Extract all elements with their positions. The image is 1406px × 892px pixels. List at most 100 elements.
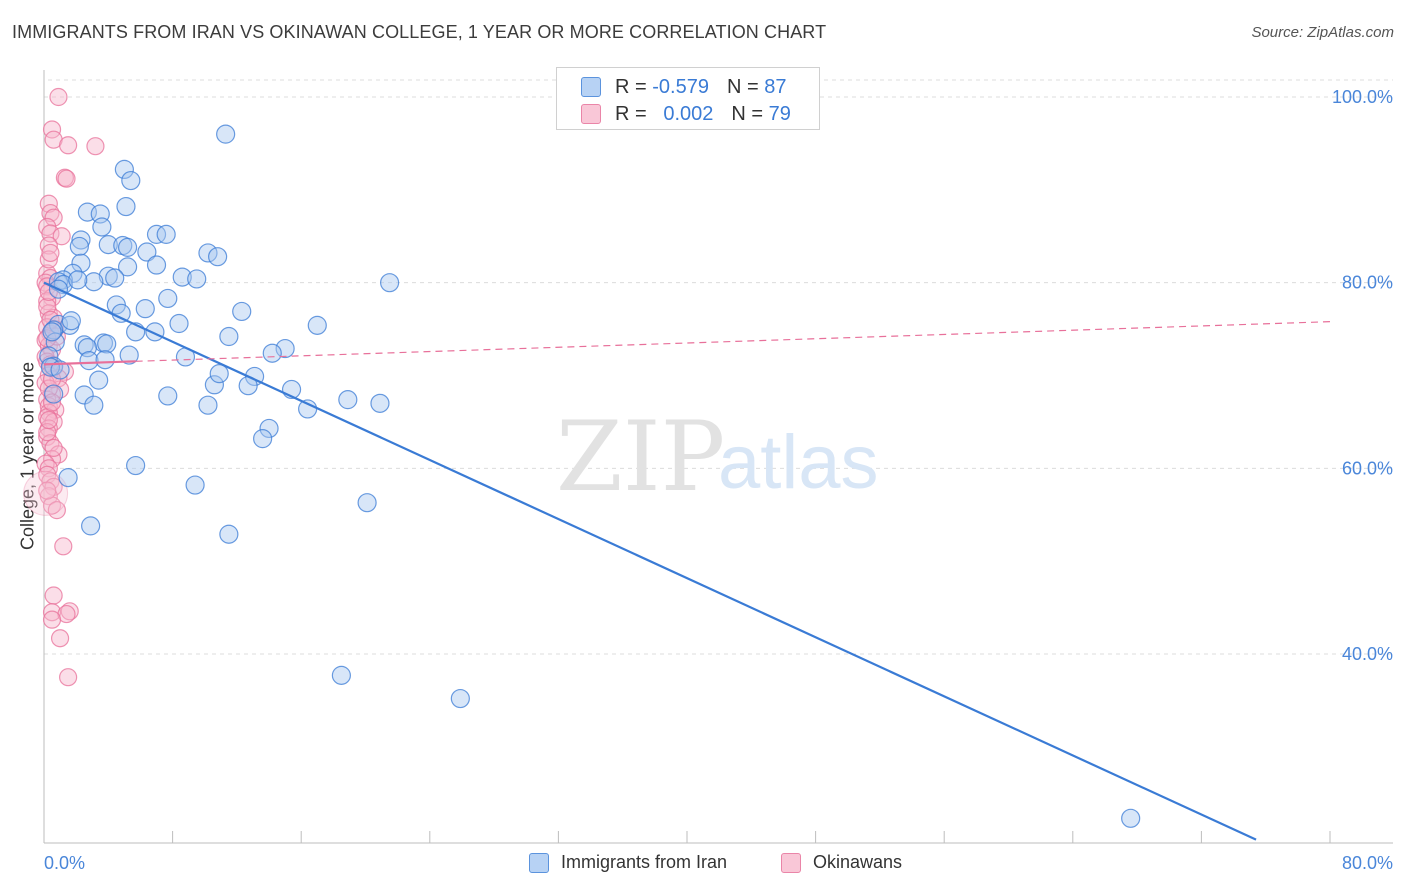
pink-swatch xyxy=(781,852,801,873)
source-credit: Source: ZipAtlas.com xyxy=(1251,24,1394,41)
data-point xyxy=(71,230,91,250)
data-point xyxy=(219,326,239,347)
data-point xyxy=(69,236,89,257)
data-point xyxy=(58,468,78,488)
legend-item-iran[interactable]: Immigrants from Iran xyxy=(529,852,727,873)
data-point xyxy=(126,455,146,476)
data-point xyxy=(97,334,117,354)
legend-item-label: Okinawans xyxy=(813,852,903,872)
blue-swatch xyxy=(581,77,601,97)
data-point xyxy=(59,668,78,687)
trend-line-iran xyxy=(43,281,1257,841)
watermark: ZIP atlas xyxy=(556,401,879,513)
data-point xyxy=(50,360,70,380)
data-point xyxy=(158,288,178,309)
data-point xyxy=(198,243,218,263)
legend-n-value: 79 xyxy=(768,102,791,125)
data-point xyxy=(262,343,282,363)
data-point xyxy=(209,364,229,384)
data-point xyxy=(39,236,58,255)
data-point xyxy=(74,385,94,405)
legend-item-okinawans[interactable]: Okinawans xyxy=(781,852,902,873)
data-point xyxy=(338,390,358,410)
data-point xyxy=(54,537,73,556)
x-tick-label: 80.0% xyxy=(1342,853,1393,873)
data-point xyxy=(49,87,68,107)
data-point xyxy=(38,481,57,500)
tick-labels: 100.0% 80.0% 60.0% 40.0% 0.0% 80.0% xyxy=(44,87,1393,873)
data-point xyxy=(146,255,167,275)
data-point xyxy=(59,136,78,155)
data-point xyxy=(52,227,71,246)
legend-r-label: R = xyxy=(615,102,647,125)
data-point xyxy=(98,235,118,255)
data-point xyxy=(169,313,189,334)
data-point xyxy=(357,493,377,513)
data-point xyxy=(42,322,62,342)
watermark-atlas: atlas xyxy=(718,420,879,505)
series-okinawans xyxy=(23,87,105,687)
data-point xyxy=(198,395,218,415)
data-point xyxy=(44,384,64,404)
data-point xyxy=(41,243,60,263)
watermark-zip: ZIP xyxy=(556,401,725,513)
gridlines xyxy=(44,79,1393,655)
legend-n-value: 87 xyxy=(764,75,787,98)
correlation-legend: R = -0.579 N = 87 R = 0.002 N = 79 xyxy=(556,67,820,130)
data-point xyxy=(370,393,390,413)
y-tick-label: 100.0% xyxy=(1332,87,1393,107)
aggregate-point xyxy=(23,470,69,516)
data-point xyxy=(204,375,224,395)
data-point xyxy=(146,224,167,244)
data-point xyxy=(74,335,94,355)
data-point xyxy=(79,351,99,371)
data-point xyxy=(89,370,109,390)
legend-r-value: -0.579 xyxy=(652,75,709,98)
data-point xyxy=(81,516,101,536)
chart-title: IMMIGRANTS FROM IRAN VS OKINAWAN COLLEGE… xyxy=(12,22,827,42)
legend-n-label: N = xyxy=(731,102,764,125)
data-point xyxy=(42,610,62,629)
data-point xyxy=(39,250,58,269)
data-point xyxy=(57,169,76,188)
pink-swatch xyxy=(581,104,601,124)
data-point xyxy=(111,303,131,323)
data-point xyxy=(307,315,327,335)
legend-row-okinawans: R = 0.002 N = 79 xyxy=(581,101,791,127)
data-point xyxy=(1121,808,1141,828)
data-point xyxy=(187,269,207,289)
data-point xyxy=(39,459,58,478)
y-tick-label: 40.0% xyxy=(1342,644,1393,664)
legend-r-label: R = xyxy=(615,75,647,98)
data-point xyxy=(60,602,79,621)
data-point xyxy=(68,270,88,290)
data-point xyxy=(44,586,63,605)
blue-swatch xyxy=(529,852,549,873)
data-point xyxy=(232,301,252,322)
data-point xyxy=(137,242,157,262)
data-point xyxy=(50,629,70,648)
data-point xyxy=(84,395,104,415)
data-point xyxy=(84,272,104,292)
series-legend: Immigrants from Iran Okinawans xyxy=(0,852,1406,878)
data-point xyxy=(47,501,66,520)
data-point xyxy=(156,224,176,244)
x-tick-label: 0.0% xyxy=(44,853,85,873)
data-point xyxy=(119,345,139,365)
data-point xyxy=(185,475,205,495)
legend-r-value: 0.002 xyxy=(663,102,714,125)
data-point xyxy=(135,299,155,319)
data-point xyxy=(117,257,138,277)
data-point xyxy=(44,438,63,458)
data-point xyxy=(95,350,115,370)
data-point xyxy=(61,311,81,331)
data-point xyxy=(42,603,62,622)
trend-line-okinawans-solid xyxy=(43,360,136,366)
data-point xyxy=(105,268,125,288)
data-point xyxy=(450,688,470,709)
legend-item-label: Immigrants from Iran xyxy=(561,852,728,872)
data-point xyxy=(219,524,239,544)
data-point xyxy=(117,237,138,257)
data-point xyxy=(116,196,136,217)
